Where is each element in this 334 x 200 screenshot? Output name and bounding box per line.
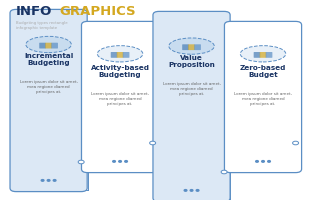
Text: Lorem ipsum dolor sit amet,
mea regione diamed
principes at.: Lorem ipsum dolor sit amet, mea regione … <box>234 92 292 106</box>
Circle shape <box>190 190 193 191</box>
FancyBboxPatch shape <box>260 52 266 58</box>
Text: Incremental
Budgeting: Incremental Budgeting <box>24 53 73 66</box>
Circle shape <box>268 161 271 162</box>
FancyBboxPatch shape <box>10 9 87 192</box>
Text: Lorem ipsum dolor sit amet,
mea regione diamed
principes at.: Lorem ipsum dolor sit amet, mea regione … <box>20 80 77 94</box>
Circle shape <box>119 161 122 162</box>
FancyBboxPatch shape <box>51 43 58 49</box>
Circle shape <box>41 180 44 181</box>
FancyBboxPatch shape <box>182 44 189 50</box>
Text: Budgeting types rectangle
infographic template: Budgeting types rectangle infographic te… <box>16 21 68 30</box>
Text: Activity-based
Budgeting: Activity-based Budgeting <box>91 65 150 78</box>
Circle shape <box>78 160 84 164</box>
Ellipse shape <box>98 46 143 62</box>
Text: GRAPHICS: GRAPHICS <box>59 5 136 18</box>
Circle shape <box>125 161 127 162</box>
FancyBboxPatch shape <box>123 52 130 58</box>
FancyBboxPatch shape <box>194 44 201 50</box>
Circle shape <box>221 170 227 174</box>
Circle shape <box>113 161 116 162</box>
Ellipse shape <box>240 46 286 62</box>
Circle shape <box>256 161 258 162</box>
Text: INFO: INFO <box>16 5 52 18</box>
Circle shape <box>293 141 299 145</box>
FancyBboxPatch shape <box>45 43 52 49</box>
Circle shape <box>262 161 264 162</box>
Circle shape <box>150 141 156 145</box>
Text: Value
Proposition: Value Proposition <box>168 55 215 68</box>
Text: Lorem ipsum dolor sit amet,
mea regione diamed
principes at.: Lorem ipsum dolor sit amet, mea regione … <box>163 82 220 96</box>
Circle shape <box>47 180 50 181</box>
FancyBboxPatch shape <box>254 52 260 58</box>
FancyBboxPatch shape <box>188 44 195 50</box>
FancyBboxPatch shape <box>111 52 118 58</box>
FancyBboxPatch shape <box>266 52 272 58</box>
Circle shape <box>196 190 199 191</box>
Text: Zero-based
Budget: Zero-based Budget <box>240 65 286 78</box>
Circle shape <box>184 190 187 191</box>
Circle shape <box>53 180 56 181</box>
FancyBboxPatch shape <box>39 43 46 49</box>
FancyBboxPatch shape <box>117 52 124 58</box>
FancyBboxPatch shape <box>81 21 159 173</box>
FancyBboxPatch shape <box>224 21 302 173</box>
Ellipse shape <box>169 38 214 54</box>
FancyBboxPatch shape <box>153 11 230 200</box>
Ellipse shape <box>26 36 71 53</box>
Text: Lorem ipsum dolor sit amet,
mea regione diamed
principes at.: Lorem ipsum dolor sit amet, mea regione … <box>91 92 149 106</box>
